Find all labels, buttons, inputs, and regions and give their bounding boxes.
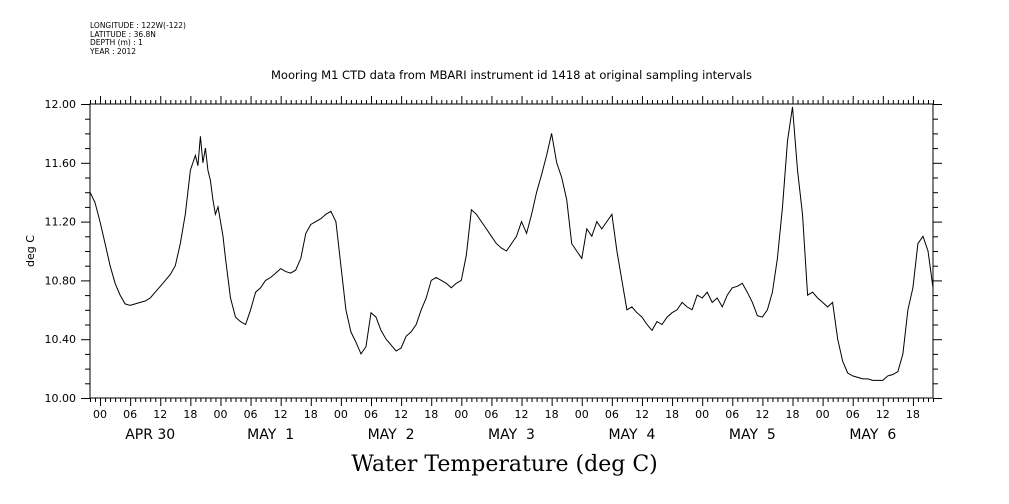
series-line xyxy=(89,106,934,381)
x-hour-label: 00 xyxy=(93,408,107,421)
latitude-label: LATITUDE : 36.8N xyxy=(90,29,156,39)
y-tick-label: 11.60 xyxy=(45,157,77,170)
x-hour-label: 12 xyxy=(394,408,408,421)
x-hour-label: 06 xyxy=(123,408,137,421)
x-hour-label: 06 xyxy=(725,408,739,421)
y-tick-label: 10.00 xyxy=(45,392,77,405)
x-hour-label: 12 xyxy=(153,408,167,421)
x-tick-labels: 00 06 12 18 00 06 12 18 00 06 12 18 00 06 12 18 00 06 12 18… xyxy=(93,408,920,443)
x-hour-label: 00 xyxy=(334,408,348,421)
x-hour-label: 00 xyxy=(575,408,589,421)
x-hour-label: 06 xyxy=(484,408,498,421)
x-hour-label: 00 xyxy=(816,408,830,421)
depth-label: DEPTH (m) : 1 xyxy=(90,38,143,48)
x-hour-label: 06 xyxy=(364,408,378,421)
year-label: YEAR : 2012 xyxy=(90,46,137,56)
x-day-label: APR 30 xyxy=(125,427,175,443)
x-hour-label: 18 xyxy=(304,408,318,421)
axis-ticks xyxy=(81,96,942,406)
x-hour-label: 06 xyxy=(244,408,258,421)
x-hour-label: 00 xyxy=(454,408,468,421)
x-day-label: MAY 6 xyxy=(849,427,896,443)
x-hour-label: 12 xyxy=(635,408,649,421)
chart-title: Mooring M1 CTD data from MBARI instrumen… xyxy=(271,68,752,82)
x-hour-label: 00 xyxy=(695,408,709,421)
metadata-block: LONGITUDE : 122W(-122) LATITUDE : 36.8N … xyxy=(90,21,186,56)
x-day-label: MAY 1 xyxy=(247,427,294,443)
y-tick-labels: 10.00 10.40 10.80 11.20 11.60 12.00 xyxy=(45,98,77,405)
x-day-label: MAY 2 xyxy=(368,427,415,443)
y-tick-label: 10.80 xyxy=(45,274,77,287)
x-day-label: MAY 5 xyxy=(729,427,776,443)
x-hour-label: 18 xyxy=(424,408,438,421)
x-hour-label: 06 xyxy=(846,408,860,421)
x-hour-label: 12 xyxy=(876,408,890,421)
y-axis-label: deg C xyxy=(24,235,37,267)
x-hour-label: 12 xyxy=(755,408,769,421)
y-tick-label: 12.00 xyxy=(45,98,77,111)
plot-frame xyxy=(89,103,934,399)
longitude-label: LONGITUDE : 122W(-122) xyxy=(90,21,186,30)
x-hour-label: 12 xyxy=(274,408,288,421)
x-hour-label: 18 xyxy=(545,408,559,421)
x-hour-label: 00 xyxy=(213,408,227,421)
y-tick-label: 10.40 xyxy=(45,333,77,346)
x-axis-title: Water Temperature (deg C) xyxy=(351,452,658,477)
x-day-label: MAY 4 xyxy=(608,427,655,443)
x-hour-label: 18 xyxy=(786,408,800,421)
x-day-label: MAY 3 xyxy=(488,427,535,443)
y-tick-label: 11.20 xyxy=(45,216,77,229)
x-hour-label: 06 xyxy=(605,408,619,421)
x-hour-label: 12 xyxy=(515,408,529,421)
x-hour-label: 18 xyxy=(665,408,679,421)
x-hour-label: 18 xyxy=(183,408,197,421)
x-hour-label: 18 xyxy=(906,408,920,421)
